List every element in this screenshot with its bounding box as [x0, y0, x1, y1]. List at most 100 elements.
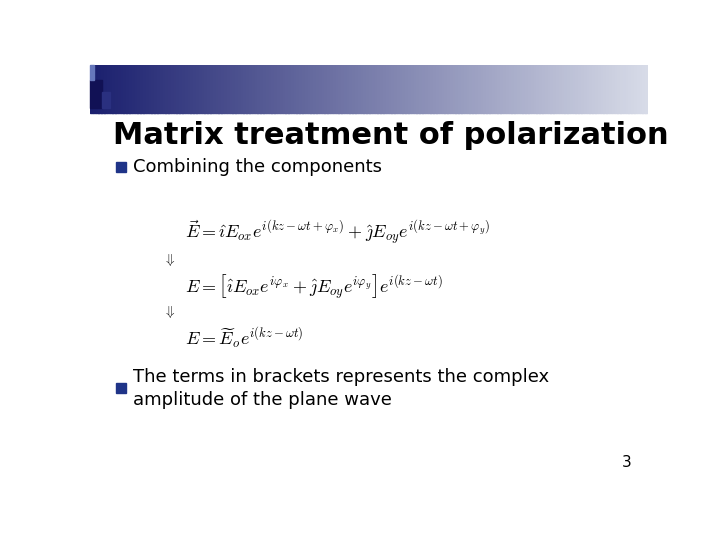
Bar	[199, 65, 202, 113]
Bar	[422, 65, 426, 113]
Bar	[215, 65, 219, 113]
Text: 3: 3	[621, 455, 631, 470]
Bar	[300, 65, 302, 113]
Bar	[642, 65, 646, 113]
Bar	[364, 65, 366, 113]
Bar	[243, 65, 247, 113]
Bar	[450, 65, 454, 113]
Bar	[498, 65, 500, 113]
Bar	[313, 65, 317, 113]
Bar	[394, 65, 397, 113]
Bar	[626, 65, 629, 113]
Bar	[361, 65, 364, 113]
Bar	[263, 65, 266, 113]
Bar	[102, 92, 110, 109]
Bar	[291, 65, 294, 113]
Bar	[266, 65, 269, 113]
Bar	[534, 65, 537, 113]
Bar	[402, 65, 406, 113]
Bar	[542, 65, 545, 113]
Bar	[115, 65, 119, 113]
Bar	[190, 65, 194, 113]
Bar	[570, 65, 573, 113]
Bar	[645, 65, 649, 113]
Bar	[526, 65, 528, 113]
Bar	[483, 65, 487, 113]
Bar	[333, 65, 336, 113]
Bar	[366, 65, 369, 113]
Bar	[252, 65, 255, 113]
Bar	[104, 65, 107, 113]
Bar	[352, 65, 356, 113]
Bar	[459, 65, 462, 113]
Bar	[556, 65, 559, 113]
Bar	[447, 65, 451, 113]
Bar	[341, 65, 344, 113]
Bar	[489, 65, 492, 113]
Bar	[550, 65, 554, 113]
Bar	[500, 65, 503, 113]
Bar	[224, 65, 228, 113]
Bar	[107, 65, 110, 113]
Bar	[96, 65, 99, 113]
Bar	[400, 65, 403, 113]
Bar	[233, 65, 235, 113]
Bar	[238, 65, 241, 113]
Bar	[486, 65, 490, 113]
Bar	[453, 65, 456, 113]
Bar	[505, 65, 509, 113]
Bar	[297, 65, 300, 113]
Bar	[327, 65, 330, 113]
Bar	[372, 65, 375, 113]
Bar	[235, 65, 238, 113]
Bar	[310, 65, 314, 113]
Bar	[126, 65, 130, 113]
Bar	[90, 65, 94, 80]
Bar	[163, 65, 166, 113]
Bar	[154, 65, 158, 113]
Bar	[204, 65, 208, 113]
Bar	[285, 65, 289, 113]
Bar	[338, 65, 342, 113]
Bar	[629, 65, 632, 113]
Bar	[112, 65, 116, 113]
Bar	[118, 65, 121, 113]
Bar	[545, 65, 548, 113]
Bar	[428, 65, 431, 113]
Bar	[116, 383, 126, 393]
Bar	[623, 65, 626, 113]
Bar	[269, 65, 272, 113]
Bar	[193, 65, 197, 113]
Bar	[210, 65, 213, 113]
Bar	[349, 65, 353, 113]
Bar	[174, 65, 177, 113]
Bar	[433, 65, 436, 113]
Text: The terms in brackets represents the complex: The terms in brackets represents the com…	[133, 368, 549, 386]
Bar	[564, 65, 567, 113]
Bar	[606, 65, 610, 113]
Bar	[374, 65, 378, 113]
Bar	[116, 162, 126, 172]
Bar	[634, 65, 637, 113]
Bar	[539, 65, 543, 113]
Bar	[528, 65, 531, 113]
Bar	[230, 65, 233, 113]
Text: $\Downarrow$: $\Downarrow$	[163, 304, 175, 320]
Bar	[258, 65, 261, 113]
Text: $\Downarrow$: $\Downarrow$	[163, 252, 175, 268]
Bar	[559, 65, 562, 113]
Bar	[109, 65, 113, 113]
Bar	[615, 65, 618, 113]
Bar	[461, 65, 464, 113]
Bar	[405, 65, 409, 113]
Bar	[567, 65, 570, 113]
Bar	[511, 65, 515, 113]
Bar	[386, 65, 389, 113]
Bar	[523, 65, 526, 113]
Bar	[464, 65, 467, 113]
Bar	[138, 65, 141, 113]
Bar	[572, 65, 576, 113]
Bar	[397, 65, 400, 113]
Bar	[330, 65, 333, 113]
Bar	[316, 65, 320, 113]
